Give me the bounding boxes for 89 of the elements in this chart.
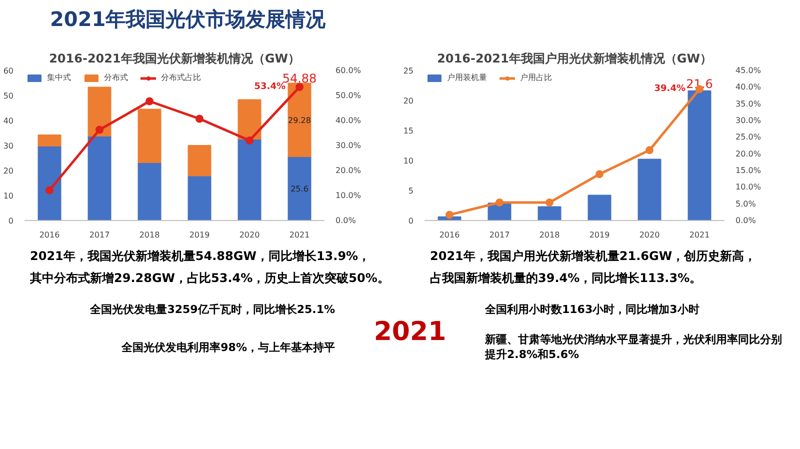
bar: [138, 162, 162, 220]
y2-tick-label: 0.0%: [736, 216, 756, 225]
legend-label: 分布式占比: [161, 72, 201, 83]
chart-title: 2016-2021年我国户用光伏新增装机情况（GW）: [437, 52, 712, 66]
point: [646, 146, 654, 154]
point: [446, 210, 454, 219]
y2-tick-label: 30.0%: [336, 141, 362, 150]
y2-tick-label: 30.0%: [736, 116, 762, 125]
text: 全国光伏发电量3259亿千瓦时，同比增长25.1%: [89, 302, 335, 318]
y2-tick-label: 40.0%: [736, 82, 762, 92]
y-tick-label: 25: [403, 66, 414, 76]
point: [596, 170, 604, 178]
y-tick-label: 0: [8, 216, 14, 226]
bar: [38, 134, 62, 146]
y2-tick-label: 60.0%: [336, 66, 362, 75]
bar: [38, 146, 62, 220]
bar: [238, 138, 262, 220]
y-tick-label: 50: [3, 92, 14, 100]
bar: [638, 158, 662, 220]
data-label: 25.6: [290, 184, 308, 194]
legend-label: 户用装机量: [447, 72, 487, 83]
text: 全国光伏发电利用率98%，与上年基本持平: [120, 340, 335, 356]
point: [196, 114, 204, 123]
x-tick-label: 2017: [489, 230, 510, 240]
y-tick-label: 30: [3, 142, 14, 150]
text: 全国利用小时数1163小时，同比增加3小时: [485, 302, 700, 318]
legend-label: 分布式: [104, 72, 128, 83]
bar: [138, 108, 162, 163]
y2-tick-label: 10.0%: [736, 182, 762, 192]
y2-tick-label: 15.0%: [736, 166, 762, 175]
x-tick-label: 2021: [689, 230, 710, 240]
text: 新疆、甘肃等地光伏消纳水平显著提升，光伏利用率同比分别提升2.8%和5.6%: [485, 332, 783, 364]
text: 2021年，我国户用光伏新增装机量21.6GW，创历史新高，: [430, 248, 756, 265]
y2-tick-label: 20.0%: [736, 149, 762, 158]
data-label: 29.28: [288, 116, 311, 125]
bar: [188, 175, 212, 220]
text: 其中分布式新增29.28GW，占比53.4%，历史上首次突破50%。: [30, 270, 390, 287]
y2-tick-label: 40.0%: [336, 116, 362, 125]
bar: [588, 194, 612, 220]
bar: [88, 86, 112, 136]
point: [146, 97, 154, 106]
point: [246, 136, 254, 144]
text: 2021年我国光伏市场发展情况: [50, 6, 326, 33]
x-tick-label: 2018: [139, 230, 160, 240]
x-tick-label: 2018: [539, 230, 560, 240]
y-tick-label: 10: [3, 192, 14, 200]
bar: [238, 99, 262, 140]
y-tick-label: 0: [408, 216, 414, 226]
y-tick-label: 10: [403, 156, 414, 166]
data-label: 39.4%: [654, 84, 686, 94]
y2-tick-label: 50.0%: [336, 91, 362, 100]
x-tick-label: 2020: [239, 230, 260, 240]
y-tick-label: 15: [403, 126, 414, 136]
point: [96, 126, 104, 134]
x-tick-label: 2021: [289, 230, 310, 240]
point: [496, 198, 504, 206]
point: [46, 186, 54, 194]
y2-tick-label: 35.0%: [736, 99, 762, 108]
y-tick-label: 60: [3, 66, 14, 76]
y2-tick-label: 5.0%: [736, 199, 756, 208]
bar: [88, 136, 112, 220]
bar: [288, 82, 312, 157]
bar: [688, 90, 712, 220]
text: 2021: [372, 316, 448, 349]
point: [546, 198, 554, 206]
bar: [188, 145, 212, 176]
bar: [288, 156, 312, 220]
x-tick-label: 2016: [439, 230, 460, 240]
text: 2021年，我国光伏新增装机量54.88GW，同比增长13.9%，: [30, 248, 372, 265]
y-tick-label: 40: [3, 116, 14, 126]
text: 占我国新增装机量的39.4%，同比增长113.3%。: [430, 270, 703, 287]
legend-label: 户用占比: [520, 72, 552, 83]
y2-tick-label: 45.0%: [736, 66, 762, 75]
x-tick-label: 2020: [639, 230, 660, 240]
y2-tick-label: 10.0%: [336, 191, 362, 200]
chart-title: 2016-2021年我国光伏新增装机情况（GW）: [49, 52, 300, 66]
x-tick-label: 2019: [589, 230, 610, 240]
bar: [538, 206, 562, 220]
y-tick-label: 5: [408, 186, 414, 196]
y2-tick-label: 20.0%: [336, 166, 362, 175]
x-tick-label: 2019: [189, 230, 210, 240]
legend-label: 集中式: [47, 72, 71, 83]
y2-tick-label: 25.0%: [736, 132, 762, 142]
y-tick-label: 20: [403, 96, 414, 106]
x-tick-label: 2016: [39, 230, 60, 240]
y-tick-label: 20: [3, 166, 14, 176]
x-tick-label: 2017: [89, 230, 110, 240]
y2-tick-label: 0.0%: [336, 216, 356, 225]
point: [296, 83, 304, 91]
